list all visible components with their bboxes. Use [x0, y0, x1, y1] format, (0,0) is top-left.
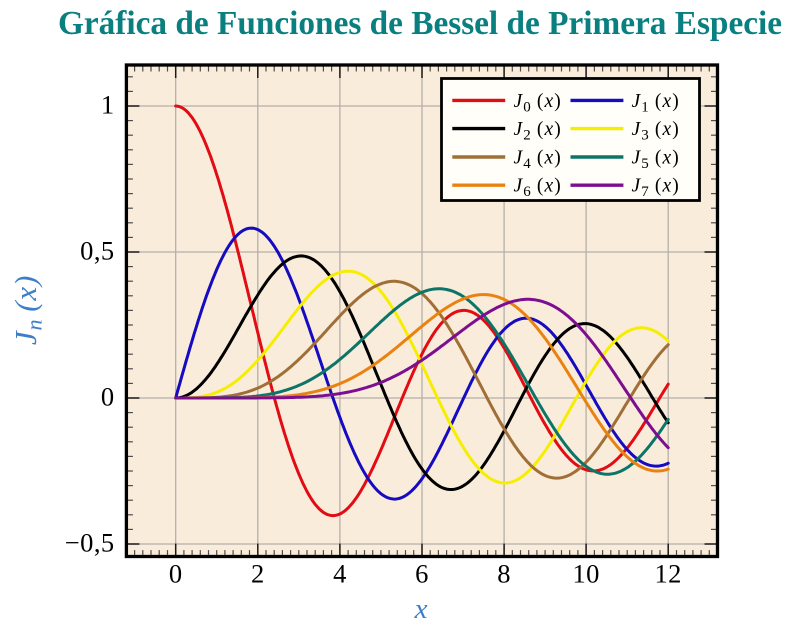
svg-text:J3 (x): J3 (x)	[632, 119, 680, 144]
svg-text:6: 6	[415, 559, 429, 589]
svg-text:8: 8	[497, 559, 511, 589]
svg-text:J0 (x): J0 (x)	[514, 91, 562, 116]
svg-text:J4 (x): J4 (x)	[514, 148, 562, 173]
svg-text:0: 0	[101, 381, 115, 411]
svg-text:x: x	[414, 593, 428, 625]
svg-text:0,5: 0,5	[80, 235, 114, 265]
svg-text:0: 0	[169, 559, 183, 589]
svg-text:Jn (x): Jn (x)	[8, 275, 47, 345]
svg-text:4: 4	[333, 559, 347, 589]
svg-text:J6 (x): J6 (x)	[514, 176, 562, 201]
svg-text:J2 (x): J2 (x)	[514, 119, 562, 144]
svg-text:2: 2	[251, 559, 265, 589]
svg-text:J7 (x): J7 (x)	[632, 176, 680, 201]
svg-text:J1 (x): J1 (x)	[632, 91, 680, 116]
svg-text:J5 (x): J5 (x)	[632, 148, 680, 173]
svg-text:Gráfica de Funciones de Bessel: Gráfica de Funciones de Bessel de Primer…	[58, 5, 782, 42]
svg-text:12: 12	[655, 559, 682, 589]
svg-text:1: 1	[101, 89, 115, 119]
svg-text:−0,5: −0,5	[65, 527, 115, 557]
svg-text:10: 10	[572, 559, 599, 589]
